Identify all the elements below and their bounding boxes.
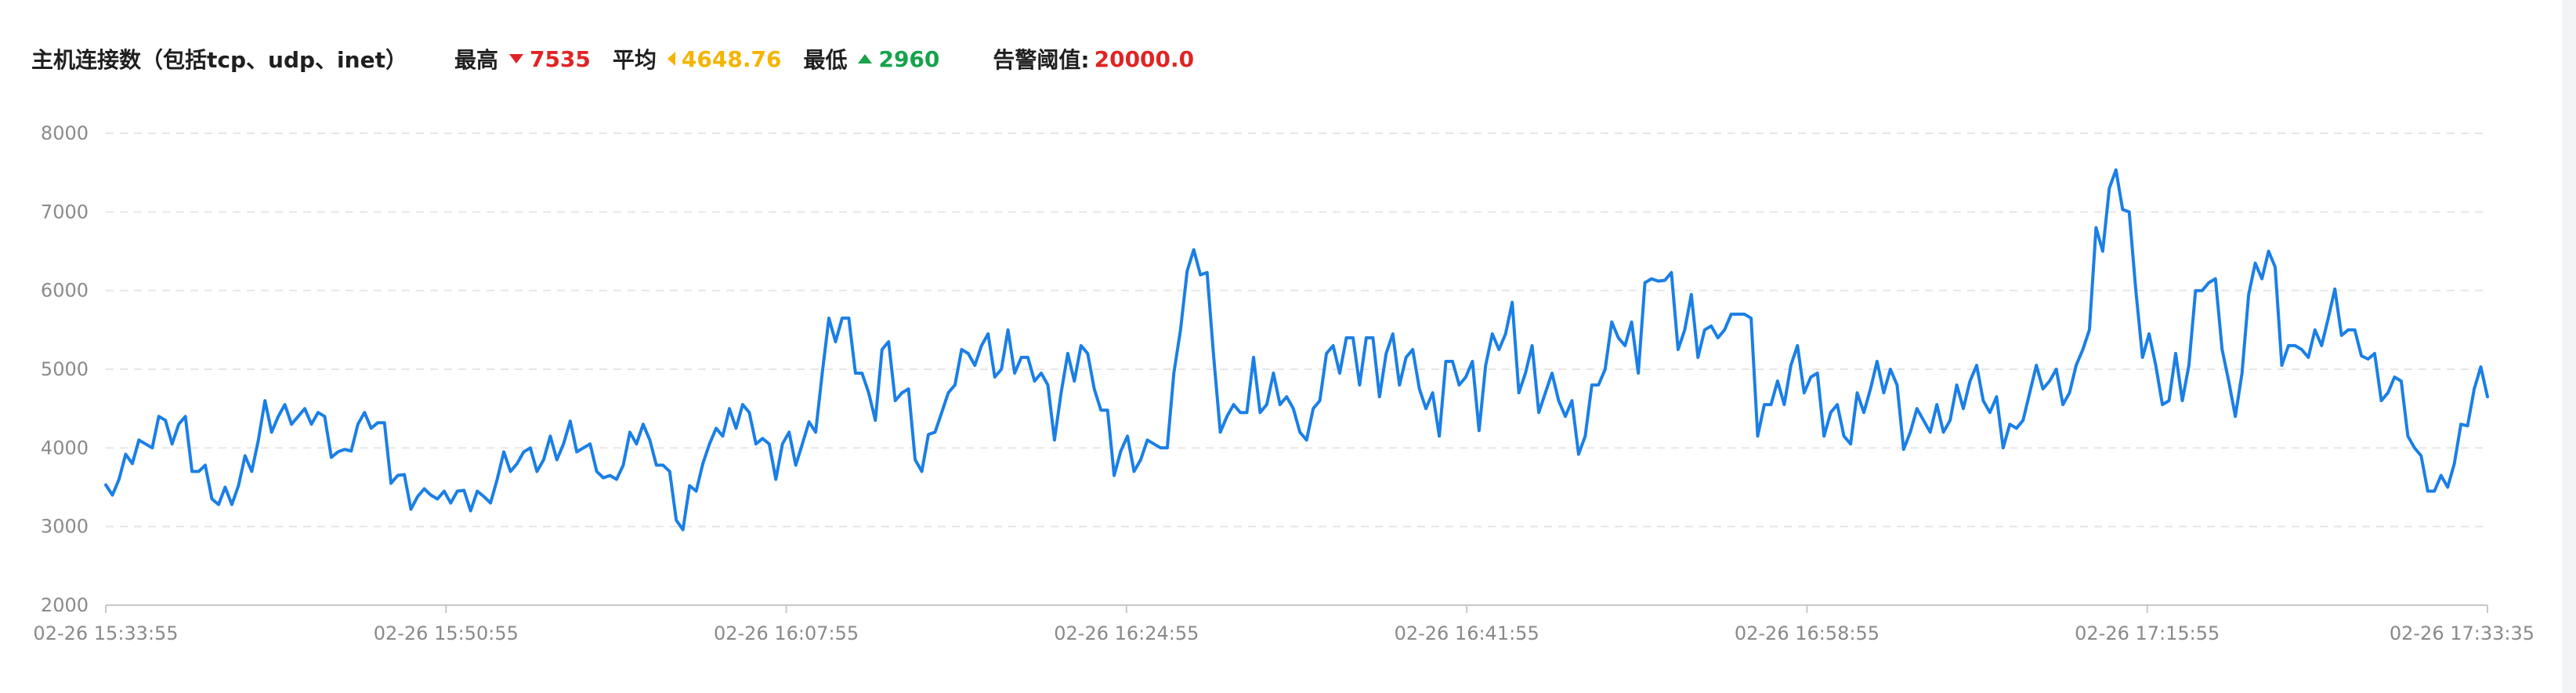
- alarm-label: 告警阈值:: [993, 47, 1090, 73]
- min-stat: 最低 2960: [803, 43, 939, 74]
- x-tick-label: 02-26 16:58:55: [1735, 622, 1880, 644]
- y-tick-label: 7000: [41, 201, 89, 223]
- min-value: 2960: [878, 45, 940, 72]
- chart-header: 主机连接数（包括tcp、udp、inet） 最高 7535 平均 4648.76…: [31, 39, 1194, 78]
- x-tick-label: 02-26 16:07:55: [714, 622, 859, 644]
- y-tick-label: 3000: [41, 516, 89, 538]
- y-tick-label: 6000: [41, 280, 89, 302]
- avg-label: 平均: [612, 47, 657, 73]
- y-tick-label: 2000: [41, 594, 89, 616]
- caret-down-icon: [508, 54, 523, 63]
- y-tick-label: 4000: [41, 437, 89, 459]
- series-line: [104, 168, 2489, 532]
- series-layer: [104, 168, 2489, 532]
- max-stat: 最高 7535: [454, 43, 591, 74]
- x-axis: 02-26 15:33:55 02-26 15:50:55 02-26 16:07:…: [33, 604, 2534, 644]
- alarm-value: 20000.0: [1094, 45, 1195, 72]
- y-axis: 2000 3000 4000 5000 6000 7000 8000: [41, 122, 89, 616]
- min-label: 最低: [803, 47, 848, 73]
- max-label: 最高: [454, 47, 498, 73]
- caret-left-icon: [667, 52, 675, 66]
- x-tick-label: 02-26 15:33:55: [33, 622, 178, 644]
- chart-title: 主机连接数（包括tcp、udp、inet）: [31, 47, 407, 73]
- x-tick-label: 02-26 17:33:35: [2390, 622, 2534, 644]
- alarm-threshold: 告警阈值: 20000.0: [993, 43, 1194, 74]
- y-tick-label: 5000: [41, 358, 89, 380]
- grid-layer: [106, 132, 2487, 528]
- x-tick-label: 02-26 16:41:55: [1395, 622, 1539, 644]
- avg-stat: 平均 4648.76: [613, 43, 782, 74]
- avg-value: 4648.76: [681, 45, 782, 72]
- max-value: 7535: [529, 45, 591, 72]
- x-tick-label: 02-26 17:15:55: [2075, 622, 2220, 644]
- x-tick-label: 02-26 15:50:55: [374, 622, 519, 644]
- y-tick-label: 8000: [41, 122, 89, 144]
- x-tick-label: 02-26 16:24:55: [1054, 622, 1199, 644]
- caret-up-icon: [858, 54, 873, 63]
